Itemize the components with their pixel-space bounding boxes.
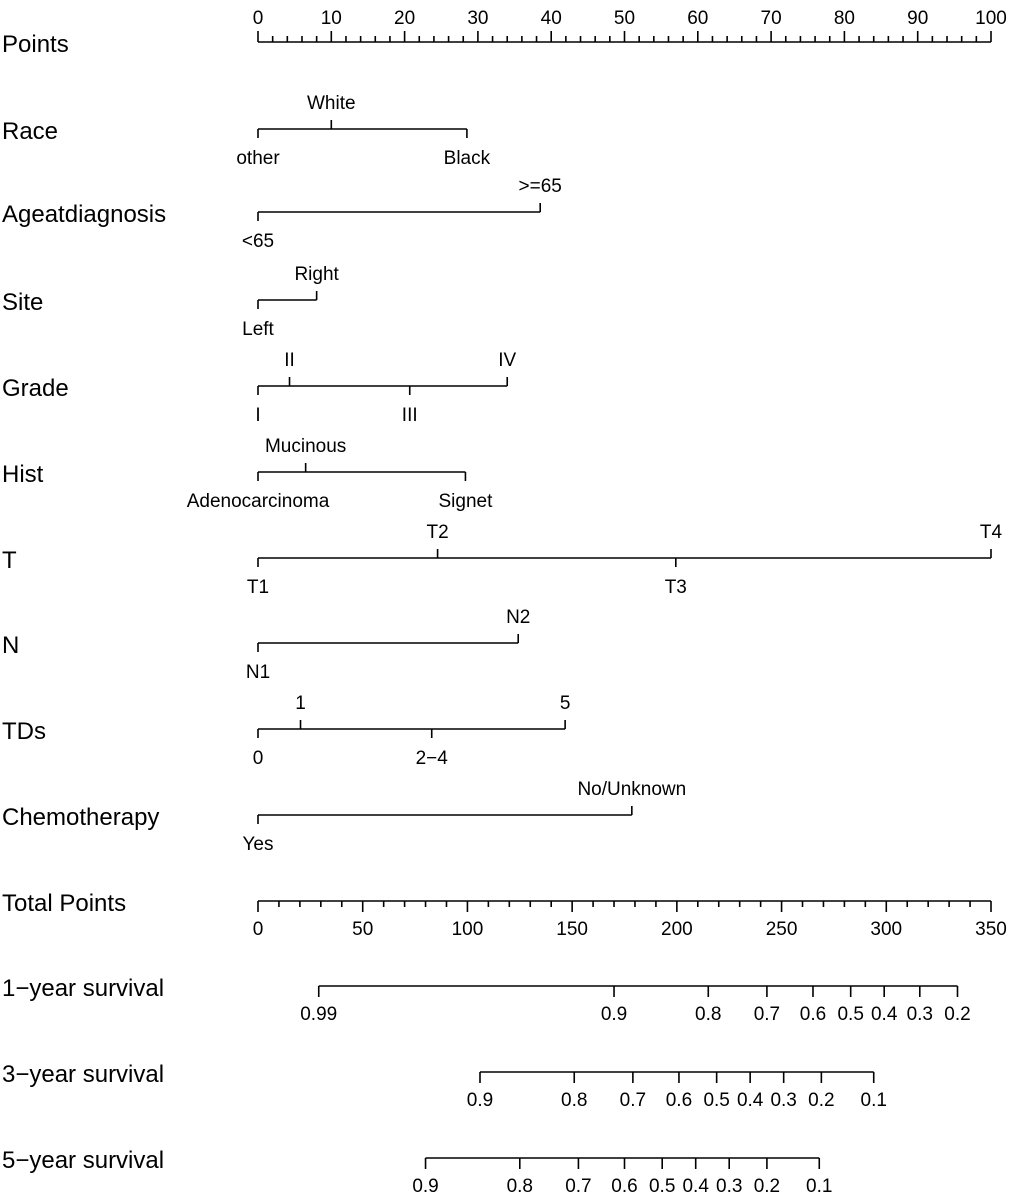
level-label-ageatdiagnosis-65: <65 bbox=[242, 231, 274, 252]
level-label-ageatdiagnosis-65: >=65 bbox=[519, 176, 562, 197]
row-label-tds: TDs bbox=[2, 718, 46, 745]
survival-tick-label-3-year-survival-0-7: 0.7 bbox=[620, 1090, 646, 1111]
survival-tick-label-5-year-survival-0-8: 0.8 bbox=[507, 1176, 533, 1197]
survival-tick-label-1-year-survival-0-2: 0.2 bbox=[944, 1004, 970, 1025]
points-tick-label-10: 10 bbox=[321, 8, 342, 29]
row-label-1-year-survival: 1−year survival bbox=[2, 975, 164, 1002]
level-label-hist-signet: Signet bbox=[439, 491, 494, 512]
survival-tick-label-5-year-survival-0-9: 0.9 bbox=[412, 1176, 438, 1197]
level-label-hist-mucinous: Mucinous bbox=[265, 436, 346, 457]
survival-tick-label-3-year-survival-0-3: 0.3 bbox=[770, 1090, 796, 1111]
level-label-grade-i: I bbox=[255, 405, 260, 426]
points-tick-label-90: 90 bbox=[907, 8, 928, 29]
level-label-chemotherapy-yes: Yes bbox=[243, 834, 274, 855]
survival-tick-label-1-year-survival-0-6: 0.6 bbox=[800, 1004, 826, 1025]
survival-tick-label-1-year-survival-0-5: 0.5 bbox=[837, 1004, 863, 1025]
survival-tick-label-1-year-survival-0-99: 0.99 bbox=[300, 1004, 337, 1025]
survival-tick-label-1-year-survival-0-9: 0.9 bbox=[601, 1004, 627, 1025]
level-label-grade-iii: III bbox=[402, 405, 418, 426]
level-label-tds-1: 1 bbox=[295, 693, 306, 714]
level-label-race-black: Black bbox=[444, 148, 491, 169]
level-label-tds-2-4: 2−4 bbox=[416, 748, 449, 769]
points-tick-label-30: 30 bbox=[467, 8, 488, 29]
survival-tick-label-1-year-survival-0-3: 0.3 bbox=[907, 1004, 933, 1025]
survival-tick-label-3-year-survival-0-4: 0.4 bbox=[737, 1090, 764, 1111]
level-label-n-n1: N1 bbox=[246, 662, 270, 683]
survival-tick-label-3-year-survival-0-1: 0.1 bbox=[861, 1090, 887, 1111]
level-label-site-right: Right bbox=[294, 264, 339, 285]
row-label-site: Site bbox=[2, 289, 43, 316]
survival-tick-label-1-year-survival-0-7: 0.7 bbox=[754, 1004, 780, 1025]
survival-tick-label-5-year-survival-0-1: 0.1 bbox=[806, 1176, 832, 1197]
level-label-hist-adenocarcinoma: Adenocarcinoma bbox=[187, 491, 330, 512]
total-points-tick-label-350: 350 bbox=[975, 919, 1007, 940]
total-points-tick-label-300: 300 bbox=[870, 919, 902, 940]
level-label-t-t3: T3 bbox=[665, 577, 687, 598]
level-label-race-white: White bbox=[307, 93, 356, 114]
level-label-race-other: other bbox=[236, 148, 280, 169]
survival-tick-label-1-year-survival-0-4: 0.4 bbox=[871, 1004, 898, 1025]
row-label-hist: Hist bbox=[2, 461, 44, 488]
level-label-chemotherapy-no-unknown: No/Unknown bbox=[577, 779, 686, 800]
points-tick-label-0: 0 bbox=[253, 8, 264, 29]
survival-tick-label-5-year-survival-0-7: 0.7 bbox=[565, 1176, 591, 1197]
survival-tick-label-3-year-survival-0-6: 0.6 bbox=[666, 1090, 692, 1111]
total-points-tick-label-250: 250 bbox=[766, 919, 798, 940]
total-points-tick-label-50: 50 bbox=[352, 919, 373, 940]
points-axis-label: Points bbox=[2, 31, 69, 58]
row-label-t: T bbox=[2, 547, 17, 574]
survival-tick-label-3-year-survival-0-5: 0.5 bbox=[703, 1090, 729, 1111]
points-tick-label-20: 20 bbox=[394, 8, 415, 29]
survival-tick-label-3-year-survival-0-8: 0.8 bbox=[561, 1090, 587, 1111]
survival-tick-label-5-year-survival-0-4: 0.4 bbox=[682, 1176, 709, 1197]
level-label-site-left: Left bbox=[242, 319, 274, 340]
total-points-tick-label-100: 100 bbox=[452, 919, 484, 940]
points-tick-label-80: 80 bbox=[834, 8, 855, 29]
points-tick-label-40: 40 bbox=[541, 8, 562, 29]
row-label-5-year-survival: 5−year survival bbox=[2, 1147, 164, 1174]
row-label-ageatdiagnosis: Ageatdiagnosis bbox=[2, 201, 166, 228]
row-label-n: N bbox=[2, 632, 19, 659]
row-label-race: Race bbox=[2, 118, 58, 145]
survival-tick-label-3-year-survival-0-2: 0.2 bbox=[808, 1090, 834, 1111]
survival-tick-label-1-year-survival-0-8: 0.8 bbox=[695, 1004, 721, 1025]
level-label-grade-ii: II bbox=[284, 350, 295, 371]
points-tick-label-70: 70 bbox=[761, 8, 782, 29]
total-points-tick-label-150: 150 bbox=[556, 919, 588, 940]
level-label-t-t2: T2 bbox=[426, 522, 448, 543]
level-label-tds-0: 0 bbox=[253, 748, 264, 769]
level-label-tds-5: 5 bbox=[560, 693, 571, 714]
survival-tick-label-3-year-survival-0-9: 0.9 bbox=[467, 1090, 493, 1111]
survival-tick-label-5-year-survival-0-2: 0.2 bbox=[754, 1176, 780, 1197]
total-points-axis-label: Total Points bbox=[2, 890, 126, 917]
level-label-t-t1: T1 bbox=[247, 577, 269, 598]
points-tick-label-60: 60 bbox=[687, 8, 708, 29]
row-label-grade: Grade bbox=[2, 375, 69, 402]
points-tick-label-50: 50 bbox=[614, 8, 635, 29]
level-label-grade-iv: IV bbox=[498, 350, 516, 371]
level-label-t-t4: T4 bbox=[980, 522, 1003, 543]
survival-tick-label-5-year-survival-0-3: 0.3 bbox=[716, 1176, 742, 1197]
total-points-tick-label-0: 0 bbox=[253, 919, 264, 940]
level-label-n-n2: N2 bbox=[506, 607, 530, 628]
points-tick-label-100: 100 bbox=[975, 8, 1007, 29]
row-label-3-year-survival: 3−year survival bbox=[2, 1061, 164, 1088]
total-points-tick-label-200: 200 bbox=[661, 919, 693, 940]
row-label-chemotherapy: Chemotherapy bbox=[2, 804, 159, 831]
survival-tick-label-5-year-survival-0-5: 0.5 bbox=[649, 1176, 675, 1197]
survival-tick-label-5-year-survival-0-6: 0.6 bbox=[611, 1176, 637, 1197]
